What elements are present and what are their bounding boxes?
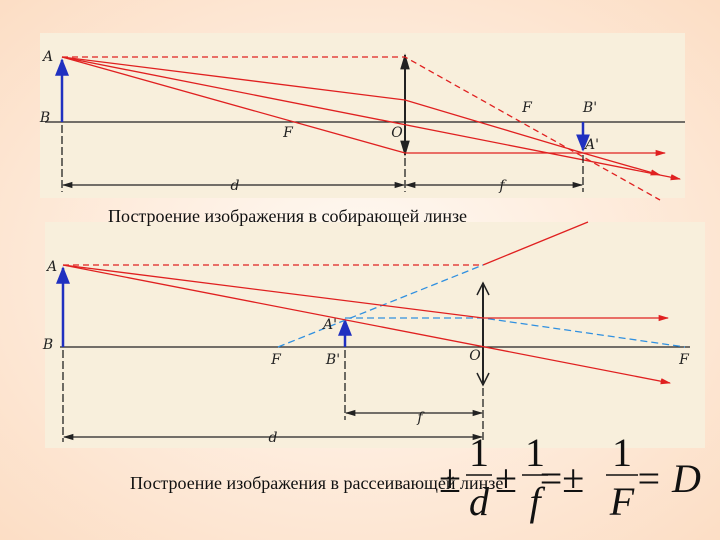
point-label: A' — [321, 317, 337, 333]
point-label: F — [270, 352, 282, 368]
ray — [61, 56, 667, 157]
construction-line — [277, 264, 484, 348]
point-label: B — [42, 337, 53, 353]
point-label: d — [231, 178, 240, 194]
formula-part: ± — [439, 456, 461, 501]
formula-part: 1 — [525, 430, 545, 475]
lens-ends — [476, 281, 490, 387]
point-label: f — [498, 178, 507, 194]
point-label: B — [39, 110, 50, 126]
point-label: A' — [583, 137, 599, 153]
point-label: O — [391, 125, 403, 141]
panel — [40, 33, 685, 198]
formula-part: 1 — [612, 430, 632, 475]
caption: Построение изображения в рассеивающей ли… — [130, 473, 503, 493]
formula-part: ± — [495, 456, 517, 501]
formula-part: 1 — [469, 430, 489, 475]
point-label: O — [469, 348, 481, 364]
ray — [62, 264, 670, 322]
point-label: F — [678, 352, 690, 368]
ray — [62, 264, 672, 385]
point-label: F — [282, 125, 294, 141]
point-label: f — [416, 410, 425, 426]
point-label: d — [269, 430, 278, 446]
point-label: B' — [325, 352, 340, 368]
panel — [45, 222, 705, 448]
point-label: A — [41, 49, 53, 65]
ray — [482, 221, 589, 266]
formula-part: F — [609, 479, 635, 524]
diagram-diverging — [56, 221, 690, 442]
formula-part: =± — [540, 456, 585, 501]
caption: Построение изображения в собирающей линз… — [108, 206, 467, 226]
point-label: B' — [582, 100, 597, 116]
ray — [61, 56, 682, 181]
point-label: F — [521, 100, 533, 116]
formula-part: d — [469, 479, 490, 524]
formula-part: = D — [635, 456, 701, 501]
point-label: A — [45, 259, 57, 275]
ray — [61, 56, 661, 176]
ray — [62, 56, 661, 201]
diagram-converging — [45, 53, 685, 201]
